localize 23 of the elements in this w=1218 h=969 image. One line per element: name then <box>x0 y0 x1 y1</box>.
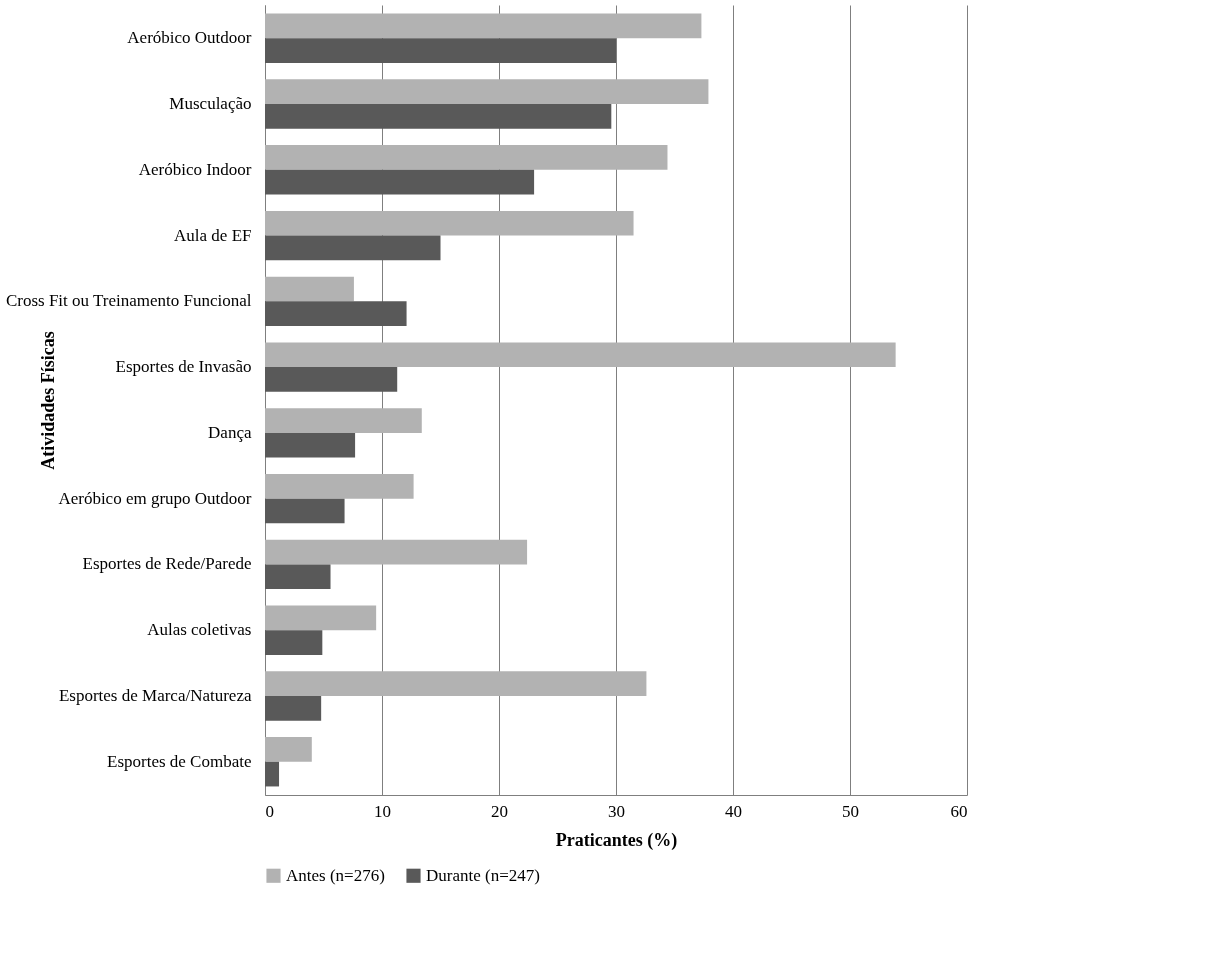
y-axis-title: Atividades Físicas <box>37 331 58 470</box>
x-tick-label: 50 <box>842 801 859 821</box>
x-tick-label: 10 <box>374 801 391 821</box>
y-tick-label: Aulas coletivas <box>147 620 252 640</box>
y-tick-label: Esportes de Combate <box>107 751 252 771</box>
y-tick-label: Esportes de Rede/Parede <box>82 554 252 574</box>
y-tick-label: Dança <box>208 422 252 442</box>
legend-label: Antes (n=276) <box>286 865 385 885</box>
x-tick-label: 0 <box>265 801 274 821</box>
y-tick-label: Aeróbico em grupo Outdoor <box>58 488 252 508</box>
y-tick-label: Musculação <box>169 94 252 113</box>
y-tick-label: Aeróbico Outdoor <box>127 28 252 48</box>
x-tick-label: 40 <box>725 801 742 821</box>
y-tick-label: Cross Fit ou Treinamento Funcional <box>5 291 252 311</box>
y-tick-label: Aeróbico Indoor <box>138 159 252 179</box>
x-tick-label: 20 <box>491 801 508 821</box>
x-axis-title: Praticantes (%) <box>555 829 678 851</box>
y-tick-label: Aula de EF <box>174 225 252 245</box>
x-tick-label: 30 <box>608 801 625 821</box>
x-tick-label: 60 <box>950 801 968 821</box>
legend-label: Durante (n=247) <box>426 865 540 885</box>
y-tick-label: Esportes de Marca/Natureza <box>58 686 252 705</box>
y-tick-label: Esportes de Invasão <box>115 357 252 377</box>
